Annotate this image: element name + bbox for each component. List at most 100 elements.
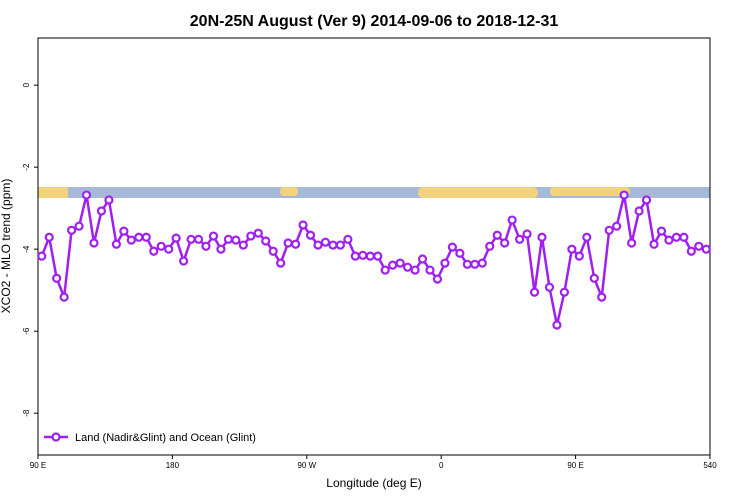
y-tick-label: -6: [22, 327, 31, 335]
point: [514, 234, 525, 244]
point: [694, 241, 704, 251]
point: [164, 244, 174, 254]
point: [559, 287, 570, 297]
point: [59, 292, 69, 302]
point: [261, 236, 271, 246]
point: [522, 229, 532, 239]
point: [574, 251, 584, 261]
point: [552, 320, 562, 330]
point: [216, 244, 226, 254]
x-tick-label: 90 E: [30, 461, 46, 470]
point: [223, 234, 233, 244]
point: [320, 237, 331, 247]
point: [298, 220, 308, 230]
point: [417, 254, 428, 264]
point: [664, 235, 674, 245]
point: [544, 282, 555, 292]
point: [44, 232, 54, 242]
point: [432, 274, 443, 284]
point: [537, 232, 547, 242]
point: [89, 238, 99, 248]
x-tick-label: 0: [439, 461, 444, 470]
series-line: [40, 194, 707, 326]
point: [679, 232, 689, 242]
x-tick-label: 540: [703, 461, 717, 470]
point: [410, 265, 420, 275]
point: [238, 240, 248, 250]
point: [156, 241, 166, 251]
point: [485, 241, 495, 251]
point: [179, 256, 189, 266]
point: [634, 206, 644, 216]
point: [141, 232, 151, 242]
point: [134, 232, 144, 242]
point: [686, 246, 696, 256]
point: [589, 273, 599, 283]
point: [567, 244, 577, 254]
y-tick-label: 0: [22, 82, 31, 87]
point: [649, 239, 659, 249]
point: [246, 231, 256, 241]
point: [641, 195, 652, 205]
legend-label: Land (Nadir&Glint) and Ocean (Glint): [75, 432, 256, 444]
y-tick-label: -2: [22, 163, 31, 171]
point: [455, 248, 465, 258]
point: [358, 250, 368, 260]
point: [507, 215, 517, 225]
point: [313, 240, 323, 250]
point: [462, 259, 472, 269]
point: [231, 235, 241, 245]
point: [328, 240, 338, 250]
point: [186, 234, 196, 244]
chart-title: 20N-25N August (Ver 9) 2014-09-06 to 201…: [190, 13, 559, 30]
point: [447, 242, 457, 252]
point: [52, 273, 62, 283]
x-axis-label: Longitude (deg E): [326, 476, 421, 490]
point: [597, 292, 607, 302]
point: [268, 246, 278, 256]
point: [626, 238, 637, 248]
point: [201, 241, 211, 251]
x-tick-label: 90 W: [297, 461, 316, 470]
plot-frame: [37, 37, 711, 456]
point: [253, 228, 263, 238]
point: [365, 251, 375, 261]
point: [604, 225, 614, 235]
point: [350, 251, 360, 261]
point: [37, 251, 47, 261]
point: [335, 240, 345, 250]
point: [126, 235, 136, 245]
point: [612, 221, 622, 231]
point: [582, 232, 592, 242]
point: [305, 230, 316, 240]
point: [208, 231, 219, 241]
point: [66, 225, 77, 235]
point: [477, 258, 487, 268]
point: [119, 226, 129, 236]
point: [529, 287, 540, 297]
legend-marker: [51, 432, 61, 442]
point: [74, 221, 84, 231]
point: [111, 239, 122, 249]
point: [283, 238, 293, 248]
point: [81, 190, 92, 200]
point: [96, 206, 107, 216]
point: [276, 258, 286, 268]
point: [701, 244, 711, 254]
point: [388, 260, 398, 270]
point: [500, 238, 510, 248]
point: [403, 262, 413, 272]
point: [492, 230, 502, 240]
point: [291, 239, 301, 249]
y-axis-label: XCO2 - MLO trend (ppm): [0, 179, 13, 314]
point: [470, 259, 480, 269]
point: [343, 234, 353, 244]
point: [425, 265, 435, 275]
point: [373, 251, 383, 261]
x-tick-label: 90 E: [567, 461, 583, 470]
point: [395, 258, 405, 268]
point: [193, 234, 204, 244]
y-tick-label: -8: [22, 409, 31, 417]
point: [104, 195, 114, 205]
